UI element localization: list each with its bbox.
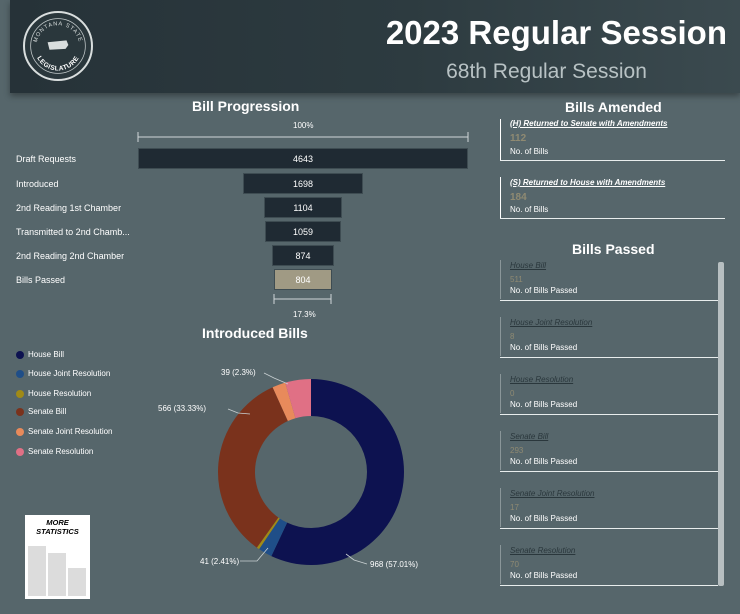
more-statistics-line1: MORE <box>46 518 69 527</box>
funnel-bottom-bracket <box>273 294 332 304</box>
legislature-logo: MONTANA STATE LEGISLATURE <box>23 11 93 81</box>
passed-card-title[interactable]: Senate Joint Resolution <box>510 489 595 498</box>
passed-card-divider <box>500 585 718 586</box>
funnel-label-draft-requests: Draft Requests <box>16 154 77 164</box>
passed-card-sub: No. of Bills Passed <box>510 286 578 295</box>
passed-card-accent <box>500 545 501 584</box>
legend-item-house-resolution[interactable]: House Resolution <box>16 389 91 398</box>
funnel-top-percent: 100% <box>293 121 314 130</box>
amended-card-value: 184 <box>510 192 527 203</box>
passed-card-divider <box>500 528 718 529</box>
bills-passed-scrollbar[interactable] <box>718 262 724 586</box>
passed-card-divider <box>500 357 718 358</box>
amended-card-accent <box>500 177 501 218</box>
amended-card-value: 112 <box>510 133 527 144</box>
legend-dot <box>16 407 24 416</box>
more-statistics-label: MORE STATISTICS <box>25 518 90 536</box>
funnel-label-bills-passed: Bills Passed <box>16 275 66 285</box>
page-subtitle: 68th Regular Session <box>446 60 647 83</box>
passed-card-value: 293 <box>510 446 524 455</box>
more-statistics-line2: STATISTICS <box>36 527 79 536</box>
bill-progression-title: Bill Progression <box>192 98 300 114</box>
funnel-bar-transmitted[interactable]: 1059 <box>265 221 341 242</box>
legend-dot <box>16 427 24 436</box>
legend-label: House Resolution <box>28 389 92 398</box>
passed-card-accent <box>500 260 501 299</box>
passed-card-sub: No. of Bills Passed <box>510 343 578 352</box>
passed-card-value: 511 <box>510 275 523 284</box>
page-title: 2023 Regular Session <box>385 14 727 51</box>
legend-dot <box>16 350 24 359</box>
passed-card-sub: No. of Bills Passed <box>510 457 578 466</box>
legend-label: Senate Resolution <box>28 447 94 456</box>
passed-card-title[interactable]: House Bill <box>510 261 547 270</box>
legend-dot <box>16 369 24 378</box>
amended-card-divider <box>500 218 725 219</box>
passed-card-accent <box>500 431 501 470</box>
funnel-label-2nd-reading-1st: 2nd Reading 1st Chamber <box>16 203 122 213</box>
passed-card-accent <box>500 317 501 356</box>
passed-card-value: 8 <box>510 332 515 341</box>
donut-slice-house-bill[interactable] <box>271 379 404 565</box>
passed-card-accent <box>500 488 501 527</box>
amended-card-sub: No. of Bills <box>510 205 549 214</box>
amended-card-title[interactable]: (S) Returned to House with Amendments <box>510 178 666 187</box>
passed-card-value: 0 <box>510 389 515 398</box>
funnel-bar-introduced[interactable]: 1698 <box>243 173 363 194</box>
data-label-senate-joint-resolution: 39 (2.3%) <box>221 368 256 377</box>
legend-item-senate-joint-resolution[interactable]: Senate Joint Resolution <box>16 427 113 436</box>
passed-card-sub: No. of Bills Passed <box>510 400 578 409</box>
legend-item-house-joint-resolution[interactable]: House Joint Resolution <box>16 369 110 378</box>
passed-card-title[interactable]: Senate Bill <box>510 432 549 441</box>
passed-card-value: 70 <box>510 560 519 569</box>
passed-card-divider <box>500 414 718 415</box>
legend-item-house-bill[interactable]: House Bill <box>16 350 64 359</box>
more-statistics-button[interactable]: MORE STATISTICS <box>25 515 90 599</box>
data-label-senate-bill: 566 (33.33%) <box>158 404 207 413</box>
funnel-bar-bills-passed[interactable]: 804 <box>274 269 332 290</box>
passed-card-title[interactable]: Senate Resolution <box>510 546 576 555</box>
funnel-bar-2nd-reading-1st[interactable]: 1104 <box>264 197 342 218</box>
amended-card-sub: No. of Bills <box>510 147 549 156</box>
data-label-house-joint-resolution: 41 (2.41%) <box>200 557 240 566</box>
bills-passed-title: Bills Passed <box>572 241 655 257</box>
data-label-house-bill: 968 (57.01%) <box>370 560 419 569</box>
funnel-bar-draft-requests[interactable]: 4643 <box>138 148 468 169</box>
funnel-label-introduced: Introduced <box>16 179 59 189</box>
funnel-bottom-percent: 17.3% <box>293 310 316 319</box>
legend-dot <box>16 389 24 398</box>
legend-item-senate-bill[interactable]: Senate Bill <box>16 407 66 416</box>
legend-label: House Bill <box>28 350 65 359</box>
passed-card-sub: No. of Bills Passed <box>510 571 578 580</box>
passed-card-divider <box>500 300 718 301</box>
donut-slice-house-joint-resolution[interactable] <box>259 518 288 557</box>
header-banner: MONTANA STATE LEGISLATURE 2023 Regular S… <box>10 0 740 93</box>
funnel-label-2nd-reading-2nd: 2nd Reading 2nd Chamber <box>16 251 125 261</box>
amended-card-accent <box>500 119 501 160</box>
legend-label: Senate Bill <box>28 407 67 416</box>
donut-slice-senate-bill[interactable] <box>217 387 288 548</box>
legend-item-senate-resolution[interactable]: Senate Resolution <box>16 447 93 456</box>
funnel-top-bracket <box>137 132 469 142</box>
donut-slice-house-resolution[interactable] <box>256 517 280 550</box>
donut-slice-senate-resolution[interactable] <box>285 379 311 419</box>
passed-card-accent <box>500 374 501 413</box>
introduced-bills-title: Introduced Bills <box>202 325 308 341</box>
bills-amended-title: Bills Amended <box>565 99 662 115</box>
passed-card-title[interactable]: House Resolution <box>510 375 574 384</box>
passed-card-value: 17 <box>510 503 519 512</box>
donut-slice-senate-joint-resolution[interactable] <box>272 382 296 421</box>
passed-card-title[interactable]: House Joint Resolution <box>510 318 593 327</box>
passed-card-divider <box>500 471 718 472</box>
legend-dot <box>16 447 24 456</box>
funnel-label-transmitted: Transmitted to 2nd Chamb... <box>16 227 130 237</box>
amended-card-title[interactable]: (H) Returned to Senate with Amendments <box>510 119 668 128</box>
passed-card-sub: No. of Bills Passed <box>510 514 578 523</box>
legend-label: House Joint Resolution <box>28 369 111 378</box>
amended-card-divider <box>500 160 725 161</box>
funnel-bar-2nd-reading-2nd[interactable]: 874 <box>272 245 334 266</box>
bar-chart-icon <box>28 546 86 596</box>
legend-label: Senate Joint Resolution <box>28 427 113 436</box>
